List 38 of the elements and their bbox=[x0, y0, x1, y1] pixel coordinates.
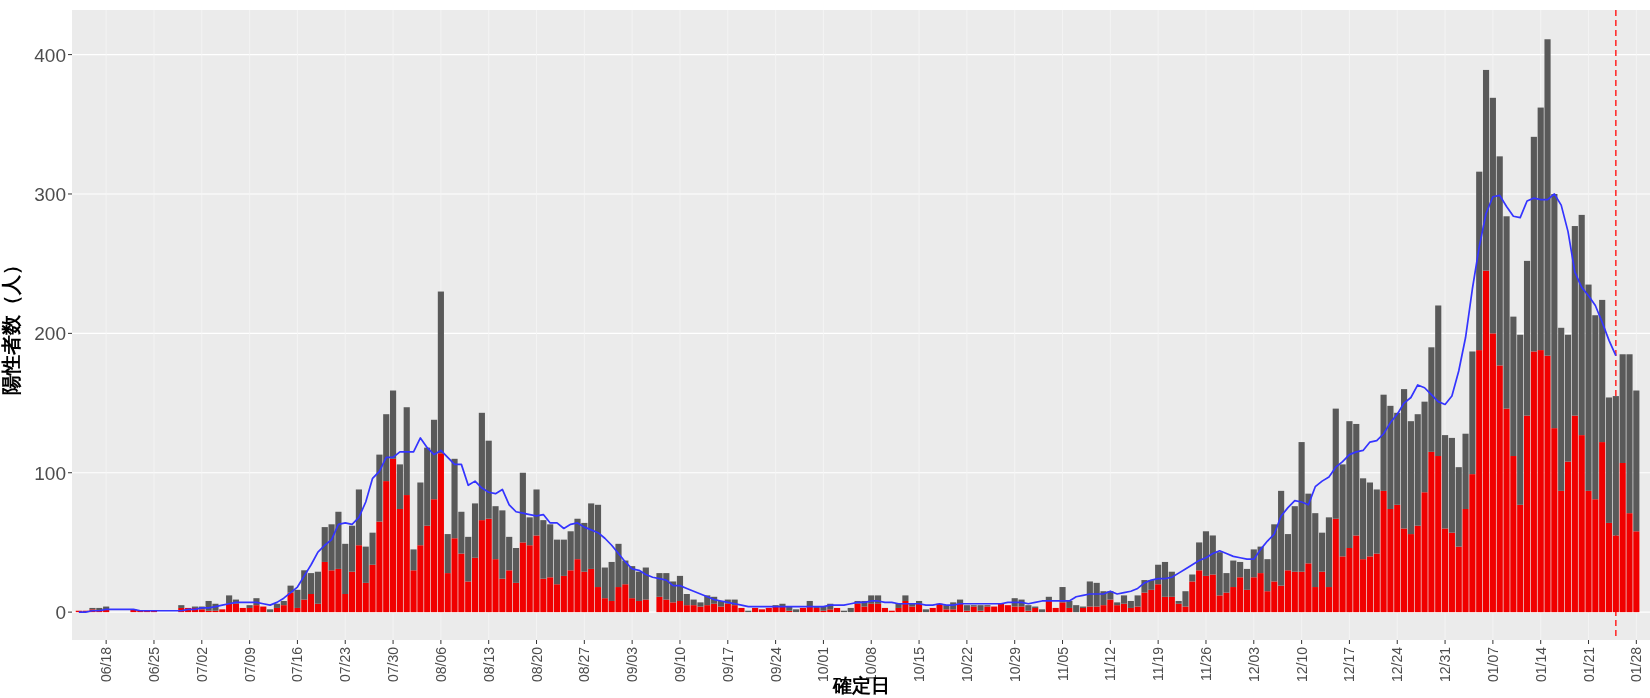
x-tick-label: 08/06 bbox=[432, 646, 449, 683]
x-tick-label: 10/01 bbox=[815, 646, 832, 683]
x-tick-label: 01/14 bbox=[1532, 646, 1549, 683]
x-tick-label: 07/23 bbox=[337, 646, 354, 683]
x-tick-label: 10/22 bbox=[958, 646, 975, 683]
x-tick-label: 12/10 bbox=[1293, 646, 1310, 683]
y-tick-label: 400 bbox=[34, 44, 66, 66]
x-tick-label: 12/03 bbox=[1245, 646, 1262, 683]
x-tick-label: 01/07 bbox=[1484, 646, 1501, 683]
x-tick-label: 07/02 bbox=[193, 646, 210, 683]
x-tick-label: 12/31 bbox=[1437, 646, 1454, 683]
x-tick-label: 01/28 bbox=[1628, 646, 1645, 683]
y-tick-label: 200 bbox=[34, 323, 66, 345]
x-tick-label: 08/20 bbox=[528, 646, 545, 683]
x-tick-label: 11/19 bbox=[1150, 646, 1167, 681]
x-tick-label: 01/21 bbox=[1580, 646, 1597, 683]
x-tick-label: 07/16 bbox=[289, 646, 306, 683]
x-tick-label: 10/29 bbox=[1006, 646, 1023, 683]
x-tick-label: 06/25 bbox=[145, 646, 162, 683]
y-tick-label: 300 bbox=[34, 183, 66, 205]
x-tick-label: 06/18 bbox=[98, 646, 115, 683]
x-tick-label: 12/24 bbox=[1389, 646, 1406, 683]
x-tick-label: 07/09 bbox=[241, 646, 258, 683]
x-tick-label: 09/10 bbox=[671, 646, 688, 683]
y-tick-label: 0 bbox=[55, 602, 66, 624]
x-tick-label: 07/30 bbox=[385, 646, 402, 683]
x-tick-label: 11/26 bbox=[1197, 646, 1214, 681]
x-tick-label: 09/24 bbox=[767, 646, 784, 683]
x-tick-label: 10/15 bbox=[911, 646, 928, 683]
x-tick-label: 09/03 bbox=[624, 646, 641, 683]
x-tick-label: 11/12 bbox=[1102, 646, 1119, 681]
x-tick-label: 11/05 bbox=[1054, 646, 1071, 681]
y-axis-title: 陽性者数（人） bbox=[0, 255, 22, 395]
x-tick-label: 09/17 bbox=[719, 646, 736, 683]
y-tick-label: 100 bbox=[34, 462, 66, 484]
x-tick-label: 12/17 bbox=[1341, 646, 1358, 683]
x-tick-label: 08/13 bbox=[480, 646, 497, 683]
x-tick-label: 08/27 bbox=[576, 646, 593, 683]
